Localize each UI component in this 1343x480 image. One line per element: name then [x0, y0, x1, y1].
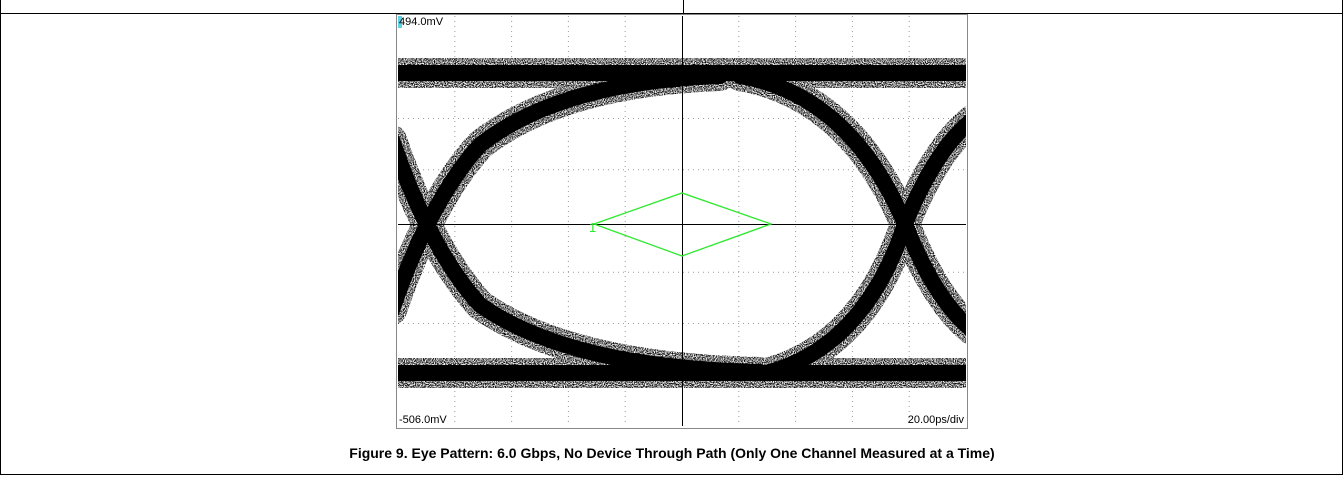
mask-label: 1 [589, 220, 596, 235]
bottom-voltage-label: -506.0mV [399, 414, 447, 426]
top-voltage-label: 494.0mV [399, 16, 444, 28]
center-axes [398, 16, 966, 426]
eye-mask [592, 192, 773, 257]
channel-marker [398, 16, 402, 28]
figure-caption: Figure 9. Eye Pattern: 6.0 Gbps, No Devi… [349, 445, 994, 461]
timebase-label: 20.00ps/div [908, 414, 965, 426]
